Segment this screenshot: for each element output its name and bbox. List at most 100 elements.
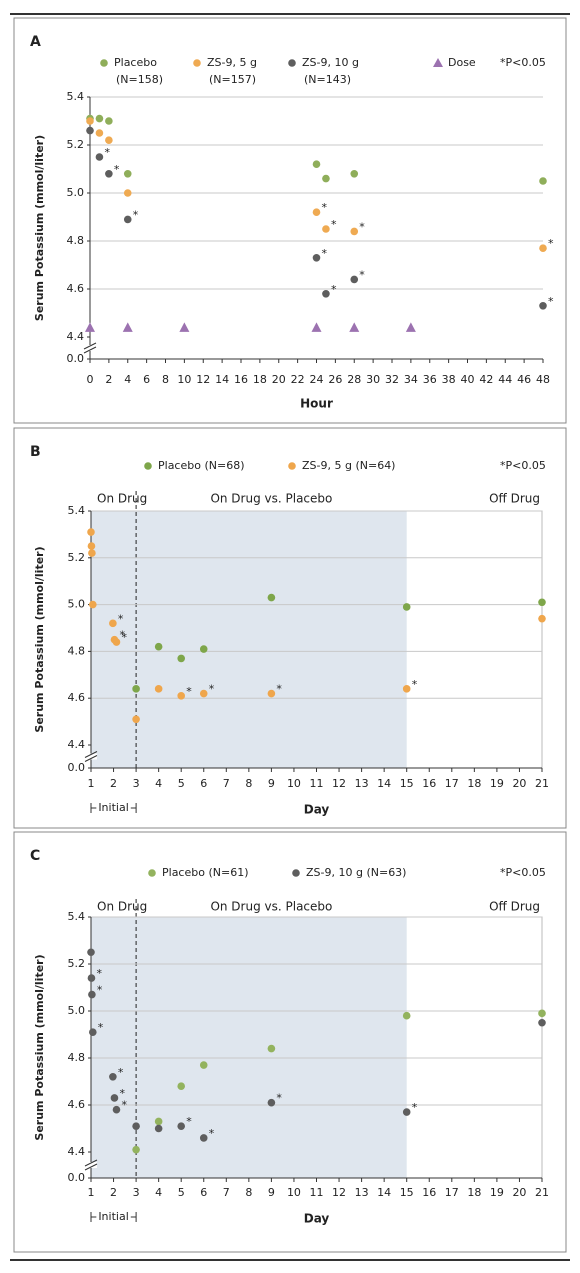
data-point xyxy=(402,1011,411,1020)
y-tick-label: 5.2 xyxy=(68,551,86,564)
panel-label: B xyxy=(30,444,41,460)
data-point xyxy=(95,114,104,123)
x-tick-label: 18 xyxy=(467,777,481,790)
legend-sub: (N=143) xyxy=(304,73,351,86)
x-tick-label: 2 xyxy=(110,1186,117,1199)
axis-break-gap xyxy=(84,345,96,351)
x-tick-label: 26 xyxy=(328,373,342,386)
significance-flag: * xyxy=(186,685,192,698)
x-tick-label: 5 xyxy=(178,777,185,790)
bracket-label-bg xyxy=(96,1213,131,1221)
data-point xyxy=(177,1082,185,1090)
data-point xyxy=(539,302,547,310)
y-tick-label: 5.2 xyxy=(67,138,85,151)
significance-flag: * xyxy=(97,984,103,997)
data-point xyxy=(132,715,140,724)
x-tick-label: 12 xyxy=(332,777,346,790)
x-tick-label: 2 xyxy=(110,777,117,790)
x-tick-label: 4 xyxy=(155,1186,162,1199)
data-point xyxy=(267,1098,276,1107)
legend-label: Placebo (N=68) xyxy=(158,459,244,472)
panel-frame xyxy=(13,17,567,424)
data-point xyxy=(350,170,359,178)
legend-label: Dose xyxy=(448,56,476,69)
y-tick-label: 4.6 xyxy=(68,691,86,704)
data-point xyxy=(132,1145,140,1154)
data-point xyxy=(154,1124,163,1133)
y-tick-label: 0.0 xyxy=(67,352,85,365)
data-point xyxy=(110,1094,119,1102)
y-tick-label: 5.0 xyxy=(68,1004,86,1017)
data-point xyxy=(312,160,321,168)
significance-flag: * xyxy=(322,201,328,214)
axis-break-gap xyxy=(85,753,97,760)
dose-marker xyxy=(85,322,95,332)
data-point xyxy=(109,1073,117,1081)
significance-flag: * xyxy=(133,208,139,221)
significance-flag: * xyxy=(276,683,282,696)
x-tick-label: 8 xyxy=(162,373,169,386)
x-tick-label: 18 xyxy=(467,1186,481,1199)
axis-break xyxy=(84,1163,98,1171)
x-tick-label: 2 xyxy=(105,373,112,386)
note: *P<0.05 xyxy=(500,56,546,69)
phase-label: On Drug xyxy=(97,900,147,914)
phase-label: On Drug xyxy=(97,492,147,506)
legend-label: Placebo xyxy=(114,56,157,69)
x-tick-label: 9 xyxy=(268,1186,275,1199)
x-tick-label: 48 xyxy=(536,373,550,386)
data-point xyxy=(95,129,104,137)
y-tick-label: 5.0 xyxy=(68,598,86,611)
data-point xyxy=(402,1108,411,1116)
significance-flag: * xyxy=(121,1099,127,1112)
note: *P<0.05 xyxy=(500,459,546,472)
x-tick-label: 13 xyxy=(355,1186,369,1199)
y-tick-label: 4.8 xyxy=(67,234,85,247)
data-point xyxy=(199,689,208,698)
x-tick-label: 1 xyxy=(88,777,95,790)
x-tick-label: 15 xyxy=(400,777,414,790)
data-point xyxy=(154,685,163,693)
y-tick-label: 4.4 xyxy=(68,1145,86,1158)
legend-marker xyxy=(144,462,152,470)
significance-flag: * xyxy=(331,283,337,296)
x-tick-label: 8 xyxy=(245,1186,252,1199)
x-tick-label: 20 xyxy=(512,777,526,790)
panel-label: C xyxy=(30,848,40,864)
y-tick-label: 4.4 xyxy=(67,330,85,343)
dose-marker xyxy=(179,322,190,332)
data-point xyxy=(132,1122,140,1130)
x-tick-label: 14 xyxy=(377,1186,391,1199)
data-point xyxy=(199,1134,208,1142)
data-point xyxy=(105,136,113,144)
data-point xyxy=(350,227,359,236)
x-tick-label: 24 xyxy=(310,373,324,386)
y-tick-label: 5.0 xyxy=(67,186,85,199)
y-tick-label: 5.4 xyxy=(67,90,85,103)
x-tick-label: 28 xyxy=(347,373,361,386)
x-tick-label: 10 xyxy=(287,777,301,790)
data-point xyxy=(87,948,95,957)
data-point xyxy=(109,619,117,628)
x-tick-label: 3 xyxy=(133,1186,140,1199)
data-point xyxy=(322,225,330,233)
significance-flag: * xyxy=(359,268,365,281)
data-point xyxy=(539,177,547,185)
data-point xyxy=(132,685,140,693)
dose-marker xyxy=(405,322,416,332)
data-point xyxy=(350,275,359,284)
x-tick-label: 0 xyxy=(87,373,94,386)
significance-flag: * xyxy=(114,163,120,176)
x-tick-label: 21 xyxy=(535,777,549,790)
axis-break xyxy=(83,342,97,350)
data-point xyxy=(112,1105,121,1114)
significance-flag: * xyxy=(104,146,110,159)
x-tick-label: 4 xyxy=(155,777,162,790)
bracket-label: Initial xyxy=(98,1210,128,1223)
data-point xyxy=(154,642,163,651)
data-point xyxy=(105,117,113,125)
x-tick-label: 6 xyxy=(200,1186,207,1199)
data-point xyxy=(199,645,208,653)
x-axis-label: Day xyxy=(304,1212,330,1226)
